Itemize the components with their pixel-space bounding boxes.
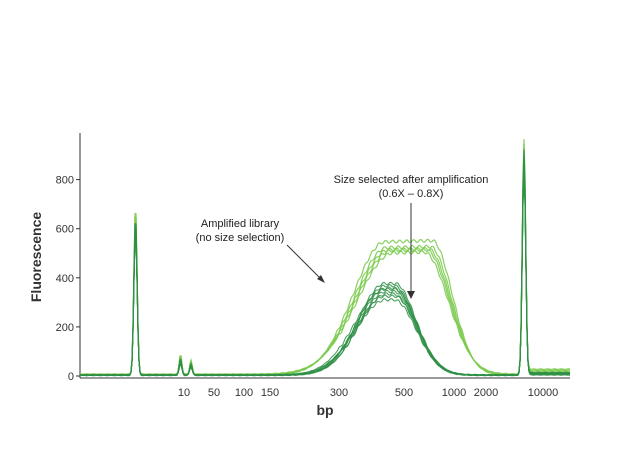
x-tick-label: 50 xyxy=(208,387,220,399)
y-tick-label: 0 xyxy=(68,371,74,383)
y-tick-label: 800 xyxy=(56,175,74,187)
amplified-library-trace xyxy=(79,139,571,376)
x-tick-label: 500 xyxy=(395,387,413,399)
x-tick-label: 10000 xyxy=(528,387,559,399)
amplified-library-trace xyxy=(79,153,571,376)
size-selected-trace xyxy=(80,174,571,376)
size-selected-trace xyxy=(79,153,571,377)
annotation-amplified-line1: Amplified library xyxy=(201,218,280,230)
amplified-library-trace xyxy=(80,143,571,376)
y-ticks: 0 200 400 600 800 xyxy=(56,175,80,383)
amplified-library-trace xyxy=(79,148,571,376)
annotation-size-selected: Size selected after amplification (0.6X … xyxy=(334,174,489,299)
curves xyxy=(79,139,571,377)
size-selected-trace xyxy=(79,167,571,376)
amplified-library-trace xyxy=(79,158,571,375)
annotation-amplified-arrowhead xyxy=(317,275,325,283)
x-tick-label: 100 xyxy=(235,387,253,399)
size-selected-trace xyxy=(79,170,571,376)
annotation-amplified-line2: (no size selection) xyxy=(196,232,285,244)
x-tick-label: 150 xyxy=(261,387,279,399)
size-selected-trace xyxy=(80,160,570,376)
x-tick-label: 10 xyxy=(178,387,190,399)
size-selected-trace xyxy=(79,164,571,376)
x-tick-label: 1000 xyxy=(442,387,466,399)
annotation-size-selected-arrowhead xyxy=(407,291,415,299)
size-selected-trace xyxy=(79,149,571,377)
annotation-size-selected-line1: Size selected after amplification xyxy=(334,174,489,186)
annotation-size-selected-line2: (0.6X – 0.8X) xyxy=(379,188,444,200)
axes xyxy=(79,133,570,379)
y-axis-title: Fluorescence xyxy=(28,212,44,302)
y-tick-label: 200 xyxy=(56,322,74,334)
size-selected-trace xyxy=(79,156,571,377)
x-tick-label: 2000 xyxy=(474,387,498,399)
annotation-amplified-arrow xyxy=(286,244,324,282)
y-tick-label: 400 xyxy=(56,273,74,285)
x-tick-label: 300 xyxy=(330,387,348,399)
y-tick-label: 600 xyxy=(56,224,74,236)
x-axis-title: bp xyxy=(316,402,333,418)
x-ticks: 10 50 100 150 300 500 1000 2000 10000 xyxy=(178,387,558,399)
annotation-amplified: Amplified library (no size selection) xyxy=(196,218,325,283)
